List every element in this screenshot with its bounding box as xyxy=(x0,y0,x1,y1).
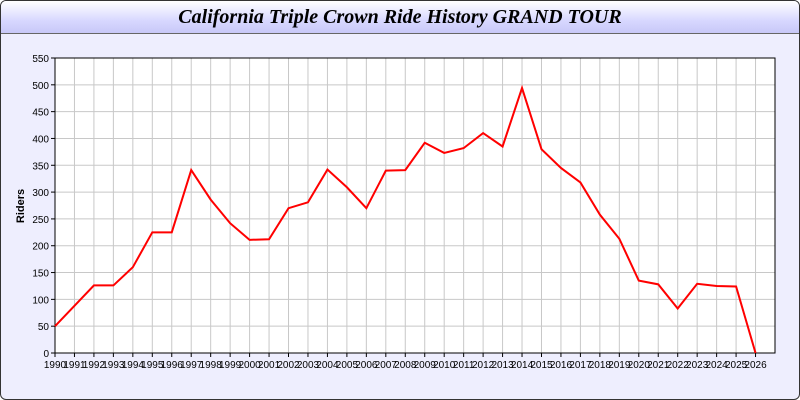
x-tick-label: 2026 xyxy=(744,360,767,371)
y-tick-label: 150 xyxy=(32,269,49,280)
x-tick-label: 2003 xyxy=(297,360,320,371)
y-tick-label: 300 xyxy=(32,188,49,199)
tick-labels: 1990199119921993199419951996199719981999… xyxy=(32,54,767,371)
y-tick-label: 250 xyxy=(32,215,49,226)
x-tick-label: 2009 xyxy=(414,360,437,371)
x-tick-label: 2024 xyxy=(705,360,728,371)
y-tick-label: 500 xyxy=(32,81,49,92)
x-tick-label: 2008 xyxy=(394,360,417,371)
x-tick-label: 2010 xyxy=(433,360,456,371)
y-tick-label: 450 xyxy=(32,108,49,119)
x-tick-label: 1990 xyxy=(44,360,67,371)
plot-area xyxy=(55,58,775,353)
title-bar: California Triple Crown Ride History GRA… xyxy=(1,1,799,34)
axes xyxy=(51,57,776,357)
x-tick-label: 2011 xyxy=(453,360,475,371)
x-tick-label: 1994 xyxy=(122,360,145,371)
x-tick-label: 2021 xyxy=(647,360,670,371)
x-tick-label: 2016 xyxy=(550,360,573,371)
x-tick-label: 2022 xyxy=(667,360,690,371)
x-tick-label: 2020 xyxy=(628,360,651,371)
grid xyxy=(54,57,775,354)
chart-title: California Triple Crown Ride History GRA… xyxy=(178,6,622,28)
x-tick-label: 1992 xyxy=(83,360,106,371)
y-tick-label: 400 xyxy=(32,134,49,145)
x-tick-label: 2015 xyxy=(530,360,553,371)
y-tick-label: 100 xyxy=(32,295,49,306)
x-tick-label: 2000 xyxy=(238,360,261,371)
y-axis-label: Riders xyxy=(15,189,27,223)
x-tick-label: 2002 xyxy=(277,360,300,371)
x-tick-label: 2012 xyxy=(472,360,495,371)
y-tick-label: 350 xyxy=(32,161,49,172)
x-tick-label: 2017 xyxy=(569,360,592,371)
x-tick-label: 2006 xyxy=(355,360,378,371)
y-tick-label: 550 xyxy=(32,54,49,65)
x-tick-label: 2014 xyxy=(511,360,534,371)
x-tick-label: 1991 xyxy=(63,360,86,371)
x-tick-label: 1998 xyxy=(200,360,223,371)
x-tick-label: 2004 xyxy=(316,360,339,371)
x-tick-label: 2005 xyxy=(336,360,359,371)
y-tick-label: 200 xyxy=(32,242,49,253)
x-tick-label: 2013 xyxy=(491,360,514,371)
x-tick-label: 2025 xyxy=(725,360,748,371)
x-tick-label: 2007 xyxy=(375,360,398,371)
x-tick-label: 1997 xyxy=(180,360,203,371)
x-tick-label: 2018 xyxy=(589,360,612,371)
x-tick-label: 2001 xyxy=(258,360,281,371)
x-tick-label: 1995 xyxy=(141,360,164,371)
series-line xyxy=(54,84,757,354)
plot-border xyxy=(54,57,776,354)
x-tick-label: 1996 xyxy=(161,360,184,371)
x-tick-label: 2023 xyxy=(686,360,709,371)
y-tick-label: 50 xyxy=(38,322,50,333)
x-tick-label: 2019 xyxy=(608,360,631,371)
x-tick-label: 1993 xyxy=(102,360,125,371)
y-tick-label: 0 xyxy=(43,349,49,360)
x-tick-label: 1999 xyxy=(219,360,242,371)
